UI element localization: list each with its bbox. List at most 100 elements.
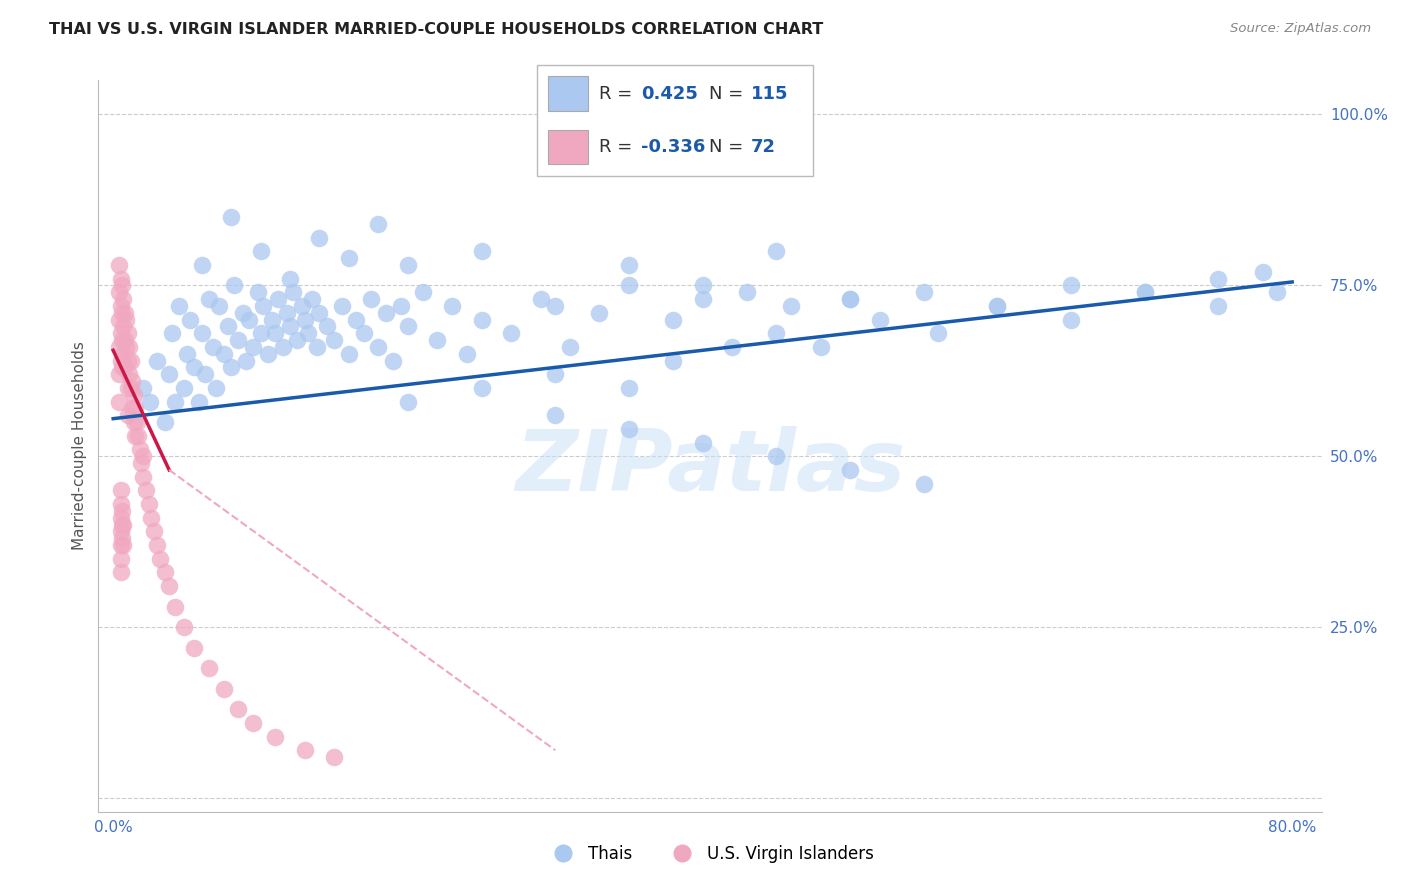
Point [169, 299, 191, 313]
Point [108, 312, 131, 326]
Text: R =: R = [599, 138, 638, 156]
Point [110, 353, 132, 368]
Point [222, 278, 245, 293]
Point [297, 326, 319, 341]
Point [114, 306, 136, 320]
Point [249, 326, 271, 341]
Point [112, 319, 135, 334]
Text: N =: N = [709, 85, 748, 103]
Point [1251, 265, 1274, 279]
Point [544, 368, 567, 382]
Point [115, 312, 138, 326]
Point [138, 497, 160, 511]
Point [360, 292, 382, 306]
Point [111, 306, 134, 320]
Point [112, 517, 135, 532]
Point [143, 524, 166, 539]
Point [456, 347, 478, 361]
Point [129, 456, 152, 470]
Point [111, 360, 134, 375]
Point [176, 347, 198, 361]
Point [869, 312, 891, 326]
Point [139, 394, 162, 409]
FancyBboxPatch shape [548, 77, 588, 112]
Point [1267, 285, 1289, 300]
Point [1208, 271, 1230, 285]
Point [264, 326, 287, 341]
Point [246, 285, 269, 300]
Point [121, 374, 143, 388]
Point [396, 258, 419, 272]
Point [287, 333, 309, 347]
Point [986, 299, 1008, 313]
Point [735, 285, 758, 300]
Point [108, 285, 131, 300]
Point [662, 353, 685, 368]
Point [121, 401, 143, 416]
Point [112, 538, 135, 552]
Point [173, 620, 195, 634]
Point [471, 312, 494, 326]
Point [1133, 285, 1156, 300]
Point [110, 271, 132, 285]
Point [135, 483, 157, 498]
Point [780, 299, 803, 313]
Point [281, 285, 304, 300]
Point [839, 292, 862, 306]
Point [108, 394, 131, 409]
Point [305, 340, 328, 354]
Point [232, 306, 254, 320]
Point [120, 353, 142, 368]
Point [131, 381, 153, 395]
Point [396, 394, 419, 409]
Point [128, 442, 150, 457]
Point [212, 347, 235, 361]
Point [117, 326, 139, 341]
Point [111, 278, 134, 293]
Point [471, 244, 494, 259]
Point [617, 422, 640, 436]
Point [499, 326, 522, 341]
Text: N =: N = [709, 138, 748, 156]
Point [228, 702, 250, 716]
Point [544, 409, 567, 423]
Point [190, 326, 212, 341]
Text: 0.425: 0.425 [641, 85, 697, 103]
Point [301, 292, 323, 306]
Text: R =: R = [599, 85, 638, 103]
Point [141, 510, 163, 524]
Legend: Thais, U.S. Virgin Islanders: Thais, U.S. Virgin Islanders [540, 838, 880, 869]
Text: ZIPatlas: ZIPatlas [515, 426, 905, 509]
Point [160, 326, 183, 341]
Point [389, 299, 412, 313]
Point [1060, 278, 1083, 293]
Point [190, 258, 212, 272]
Point [692, 292, 714, 306]
Point [617, 381, 640, 395]
Point [257, 347, 280, 361]
Point [205, 381, 228, 395]
Point [617, 258, 640, 272]
Point [291, 299, 314, 313]
Point [765, 244, 787, 259]
Point [267, 292, 290, 306]
Point [278, 271, 301, 285]
Point [122, 415, 145, 429]
Point [662, 312, 685, 326]
Point [912, 285, 935, 300]
Point [235, 353, 257, 368]
Point [242, 340, 264, 354]
Point [208, 299, 231, 313]
Point [1133, 285, 1156, 300]
Point [110, 497, 132, 511]
Text: -0.336: -0.336 [641, 138, 706, 156]
Point [238, 312, 260, 326]
Point [165, 394, 187, 409]
Point [173, 381, 195, 395]
Point [110, 483, 132, 498]
Point [382, 353, 405, 368]
Point [353, 326, 375, 341]
Point [157, 368, 180, 382]
Point [330, 299, 353, 313]
Point [115, 340, 138, 354]
